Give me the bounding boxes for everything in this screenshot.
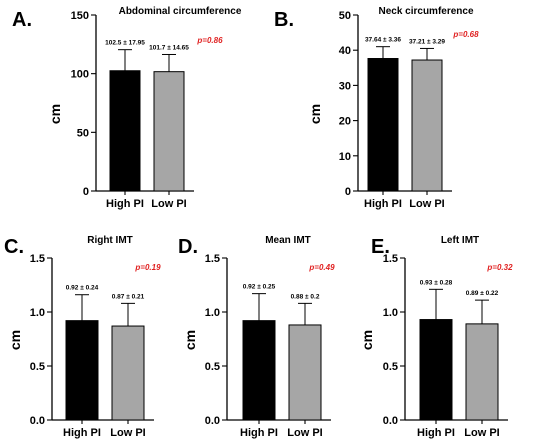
chart-title: Left IMT: [441, 235, 479, 246]
y-tick-label: 0.5: [383, 361, 398, 373]
y-axis-label: cm: [359, 330, 375, 350]
bar: [65, 320, 99, 421]
y-tick-label: 1.5: [205, 253, 220, 265]
y-tick-label: 150: [71, 10, 89, 22]
y-tick-label: 10: [339, 151, 351, 163]
data-label: 0.89 ± 0.22: [466, 290, 499, 297]
y-tick-label: 0: [345, 186, 351, 198]
chart-panel: A. Abdominal circumference p=0.86 cm 0 50 100 1…: [12, 6, 242, 210]
data-label: 0.92 ± 0.24: [66, 285, 99, 292]
y-tick-label: 0: [83, 186, 89, 198]
data-label: 37.21 ± 3.29: [409, 38, 445, 45]
panel-letter: C.: [4, 236, 24, 258]
bar: [109, 70, 141, 192]
y-tick-label: 1.5: [30, 253, 45, 265]
y-axis-label: cm: [7, 330, 23, 350]
y-tick-label: 30: [339, 80, 351, 92]
bar: [242, 320, 276, 421]
bar: [419, 319, 453, 421]
chart-title: Right IMT: [87, 235, 133, 246]
bar: [288, 324, 322, 421]
bar: [367, 58, 399, 192]
y-tick-label: 0.0: [30, 415, 45, 427]
y-tick-label: 1.0: [383, 307, 398, 319]
p-value: p=0.49: [308, 263, 335, 272]
data-label: 102.5 ± 17.95: [105, 40, 145, 47]
y-tick-label: 1.0: [30, 307, 45, 319]
bar: [411, 59, 443, 192]
category-label: High PI: [364, 198, 402, 210]
category-label: Low PI: [110, 427, 145, 439]
y-axis-label: cm: [182, 330, 198, 350]
y-tick-label: 50: [339, 10, 351, 22]
y-tick-label: 40: [339, 45, 351, 57]
y-tick-label: 0.0: [205, 415, 220, 427]
p-value: p=0.86: [196, 36, 223, 45]
data-label: 0.88 ± 0.2: [291, 293, 320, 300]
data-label: 0.92 ± 0.25: [243, 284, 276, 291]
chart-title: Mean IMT: [265, 235, 311, 246]
category-label: High PI: [106, 198, 144, 210]
category-label: High PI: [240, 427, 278, 439]
category-label: Low PI: [464, 427, 499, 439]
y-axis-label: cm: [47, 104, 63, 124]
p-value: p=0.32: [486, 263, 513, 272]
category-label: High PI: [63, 427, 101, 439]
panel-letter: B.: [274, 9, 294, 31]
bar: [465, 323, 499, 421]
bar: [111, 325, 145, 421]
panel-letter: D.: [178, 236, 198, 258]
y-tick-label: 100: [71, 69, 89, 81]
chart-title: Abdominal circumference: [119, 6, 242, 17]
chart-panel: B. Neck circumference p=0.68 cm 0 10 20 30 40 50 3…: [274, 6, 479, 210]
data-label: 0.87 ± 0.21: [112, 293, 145, 300]
data-label: 101.7 ± 14.65: [149, 44, 189, 51]
category-label: Low PI: [151, 198, 186, 210]
y-tick-label: 20: [339, 116, 351, 128]
category-label: Low PI: [287, 427, 322, 439]
data-label: 37.64 ± 3.36: [365, 37, 401, 44]
y-tick-label: 0.5: [30, 361, 45, 373]
y-tick-label: 0.5: [205, 361, 220, 373]
panel-letter: A.: [12, 9, 32, 31]
y-axis-label: cm: [307, 104, 323, 124]
y-tick-label: 1.0: [205, 307, 220, 319]
y-tick-label: 50: [77, 127, 89, 139]
chart-panel: E. Left IMT p=0.32 cm 0.0 0.5 1.0 1.5 0.93 ± 0.2…: [359, 235, 513, 439]
p-value: p=0.68: [452, 30, 479, 39]
panel-letter: E.: [371, 236, 390, 258]
data-label: 0.93 ± 0.28: [420, 279, 453, 286]
chart-panel: D. Mean IMT p=0.49 cm 0.0 0.5 1.0 1.5 0.92 ± 0.2…: [178, 235, 335, 439]
y-tick-label: 0.0: [383, 415, 398, 427]
p-value: p=0.19: [134, 263, 161, 272]
category-label: High PI: [417, 427, 455, 439]
y-tick-label: 1.5: [383, 253, 398, 265]
chart-title: Neck circumference: [378, 6, 473, 17]
category-label: Low PI: [409, 198, 444, 210]
bar: [153, 71, 185, 192]
chart-panel: C. Right IMT p=0.19 cm 0.0 0.5 1.0 1.5 0.92 ± 0.…: [4, 235, 161, 439]
